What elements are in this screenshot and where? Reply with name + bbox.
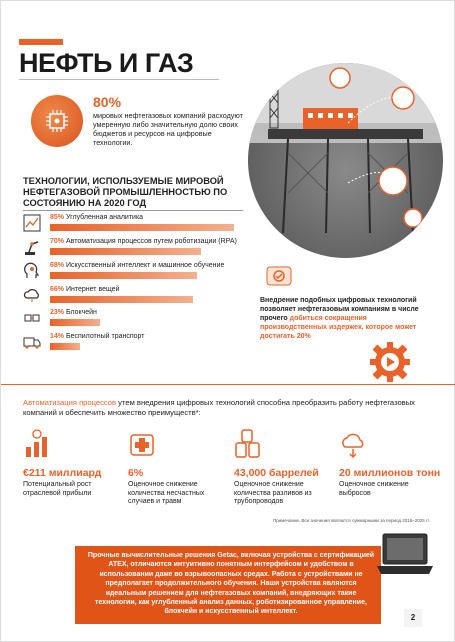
page-title: НЕФТЬ И ГАЗ — [19, 48, 194, 78]
footer-box — [75, 546, 381, 624]
technology-name: Автоматизация процессов путем роботизаци… — [65, 238, 237, 245]
technology-bar — [50, 224, 234, 231]
emissions-cloud-icon — [339, 429, 367, 459]
technologies-divider — [23, 210, 243, 211]
footer-text: Прочные вычислительные решения Getac, вк… — [87, 552, 375, 616]
kpi-value: €211 миллиард — [23, 467, 102, 479]
technology-pct: 23% — [50, 309, 65, 316]
technology-label: 70% Автоматизация процессов путем роботи… — [50, 238, 237, 245]
kpi-desc: Оценочное снижение количества разливов и… — [234, 481, 312, 505]
callout-lead: Внедрение подобных цифровых технологий п… — [260, 297, 419, 322]
technology-bar — [50, 296, 193, 303]
ai-head-icon — [23, 262, 41, 280]
technology-bar — [50, 319, 100, 326]
footnote: Примечание. Все значения являются суммар… — [272, 518, 430, 523]
technology-name: Беспилотный транспорт — [65, 333, 145, 340]
technology-label: 66% Интернет вещей — [50, 286, 119, 293]
technology-row: 14% Беспилотный транспорт — [23, 333, 273, 353]
technology-name: Интернет вещей — [65, 286, 120, 293]
truck-icon — [23, 333, 41, 351]
technology-row: 23% Блокчейн — [23, 309, 273, 329]
technology-name: Искусственный интеллект и машинное обуче… — [65, 262, 225, 269]
technology-label: 23% Блокчейн — [50, 309, 97, 316]
technology-pct: 68% — [50, 262, 65, 269]
cloud-icon — [23, 286, 41, 304]
technology-bar — [50, 343, 80, 350]
stat-80-text: мировых нефтегазовых компаний расходуют … — [93, 111, 243, 147]
technology-label: 14% Беспилотный транспорт — [50, 333, 145, 340]
cost-reduction-callout: Внедрение подобных цифровых технологий п… — [260, 296, 430, 341]
rugged-laptop-icon — [375, 530, 435, 580]
page-number: 2 — [404, 609, 422, 627]
kpi-desc: Оценочное снижение выбросов — [339, 481, 409, 497]
gear-play-icon — [368, 340, 412, 384]
money-growth-icon — [23, 429, 51, 459]
safety-cross-icon — [128, 429, 156, 459]
offshore-platform-illustration — [248, 63, 443, 258]
section-divider — [1, 384, 455, 385]
technology-label: 68% Искусственный интеллект и машинное о… — [50, 262, 224, 269]
kpi-value: 6% — [128, 467, 144, 479]
title-divider — [19, 79, 219, 80]
technology-name: Блокчейн — [65, 309, 97, 316]
technology-bar — [50, 272, 197, 279]
technology-name: Углубленная аналитика — [65, 214, 144, 221]
technology-row: 85% Углубленная аналитика — [23, 214, 273, 234]
blockchain-icon — [23, 309, 41, 327]
automation-highlight: Автоматизация процессов — [23, 398, 117, 407]
barrels-icon — [234, 429, 262, 459]
kpi-value: 20 миллионов тонн — [339, 467, 441, 479]
accent-bar — [19, 39, 63, 45]
technology-bar — [50, 248, 201, 255]
kpi-desc: Потенциальный рост отраслевой прибыли — [23, 481, 92, 497]
automation-paragraph: Автоматизация процессов утем внедрения ц… — [23, 398, 433, 418]
kpi-value: 43,000 баррелей — [234, 467, 319, 479]
analytics-icon — [23, 214, 41, 232]
technology-label: 85% Углубленная аналитика — [50, 214, 143, 221]
stat-80-value: 80% — [93, 94, 122, 110]
technology-row: 68% Искусственный интеллект и машинное о… — [23, 262, 273, 282]
chip-icon — [31, 95, 83, 147]
technology-row: 66% Интернет вещей — [23, 286, 273, 306]
callout-highlight: добиться сокращения производственных изд… — [260, 315, 417, 340]
robot-arm-icon — [23, 238, 41, 256]
technology-pct: 66% — [50, 286, 65, 293]
technologies-title: ТЕХНОЛОГИИ, ИСПОЛЬЗУЕМЫЕ МИРОВОЙ НЕФТЕГА… — [23, 176, 228, 208]
technology-pct: 14% — [50, 333, 65, 340]
automation-text: утем внедрения цифровых технологий спосо… — [23, 398, 415, 417]
cost-reduction-icon — [264, 261, 294, 291]
technology-row: 70% Автоматизация процессов путем роботи… — [23, 238, 273, 258]
kpi-desc: Оценочное снижение количества несчастных… — [128, 481, 205, 505]
technology-pct: 70% — [50, 238, 65, 245]
technology-pct: 85% — [50, 214, 65, 221]
callout-pct: 20% — [296, 333, 311, 340]
